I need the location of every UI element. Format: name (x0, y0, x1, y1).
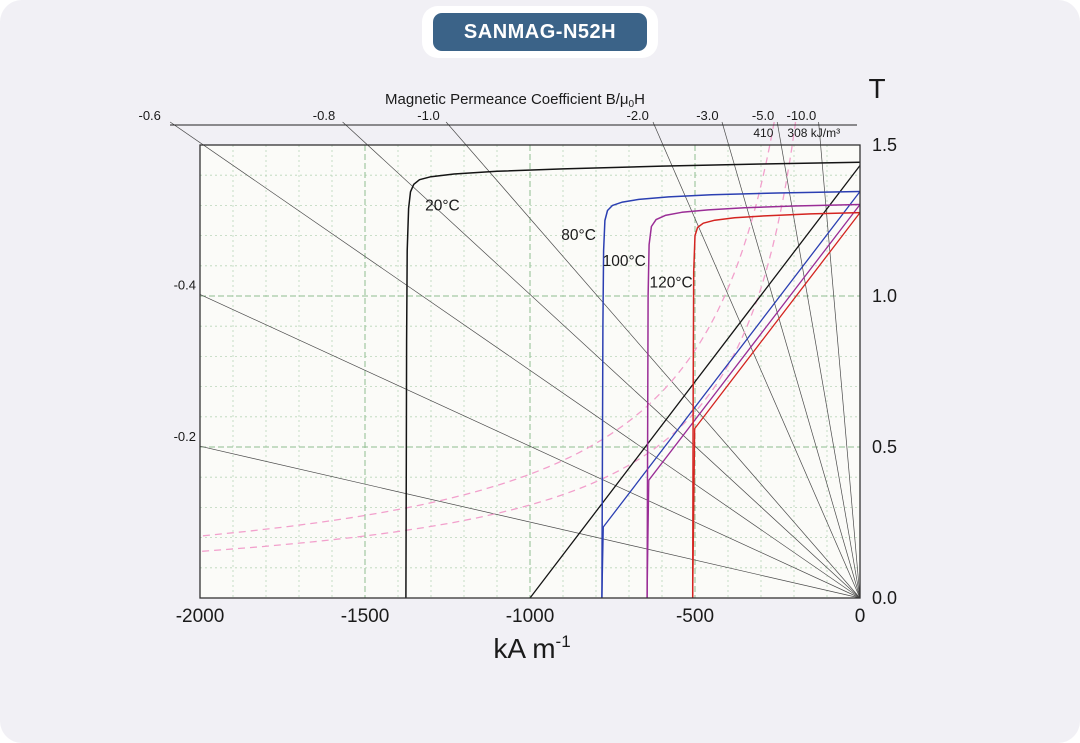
permeance-tick-label: -2.0 (626, 108, 648, 123)
x-tick-label: -500 (676, 606, 714, 627)
curve-intrinsic-120C (691, 211, 861, 599)
permeance-line (169, 121, 861, 599)
energy-contour-label: 308 kJ/m³ (787, 126, 840, 140)
permeance-tick-label: -10.0 (787, 108, 817, 123)
curve-intrinsic-80C (601, 190, 861, 599)
y-tick-label: 1.5 (872, 135, 897, 155)
top-axis-title: Magnetic Permeance Coefficient B/μ0H (385, 91, 645, 110)
x-tick-label: 0 (855, 606, 866, 627)
permeance-line (721, 121, 861, 599)
x-tick-label: -1000 (506, 606, 555, 627)
energy-contour-label: 410 (753, 126, 773, 140)
permeance-tick-label: -1.0 (417, 108, 439, 123)
brand-badge-label: SANMAG-N52H (463, 20, 617, 43)
permeance-line (342, 121, 861, 599)
x-axis-unit: kA m-1 (493, 632, 570, 664)
permeance-line (199, 445, 861, 599)
permeance-line (776, 121, 861, 599)
series-label-80C: 80°C (561, 227, 596, 244)
permeance-tick-label: -3.0 (696, 108, 718, 123)
permeance-tick-label: -5.0 (752, 108, 774, 123)
permeance-tick-label: -0.2 (174, 429, 196, 444)
curve-intrinsic-100C (646, 203, 861, 599)
permeance-line (199, 294, 861, 599)
plot-frame (199, 144, 861, 599)
energy-contour (199, 121, 775, 537)
permeance-tick-label: -0.4 (174, 277, 196, 292)
x-tick-label: -2000 (176, 606, 225, 627)
curve-normal-20C (529, 165, 861, 599)
permeance-line (445, 121, 861, 599)
permeance-tick-label: -0.6 (138, 108, 160, 123)
badge-backing-card: SANMAG-N52H (422, 6, 658, 58)
y-axis-unit: T (868, 73, 885, 104)
series-label-120C: 120°C (650, 275, 693, 292)
permeance-line (652, 121, 861, 599)
brand-badge: SANMAG-N52H (433, 13, 647, 51)
curve-intrinsic-20C (405, 161, 861, 599)
y-tick-label: 0.5 (872, 437, 897, 457)
x-tick-label: -1500 (341, 606, 390, 627)
y-tick-label: 0.0 (872, 588, 897, 608)
permeance-line (818, 121, 861, 599)
y-tick-label: 1.0 (872, 286, 897, 306)
permeance-tick-label: -0.8 (313, 108, 335, 123)
series-label-20C: 20°C (425, 198, 460, 215)
series-label-100C: 100°C (603, 253, 646, 270)
